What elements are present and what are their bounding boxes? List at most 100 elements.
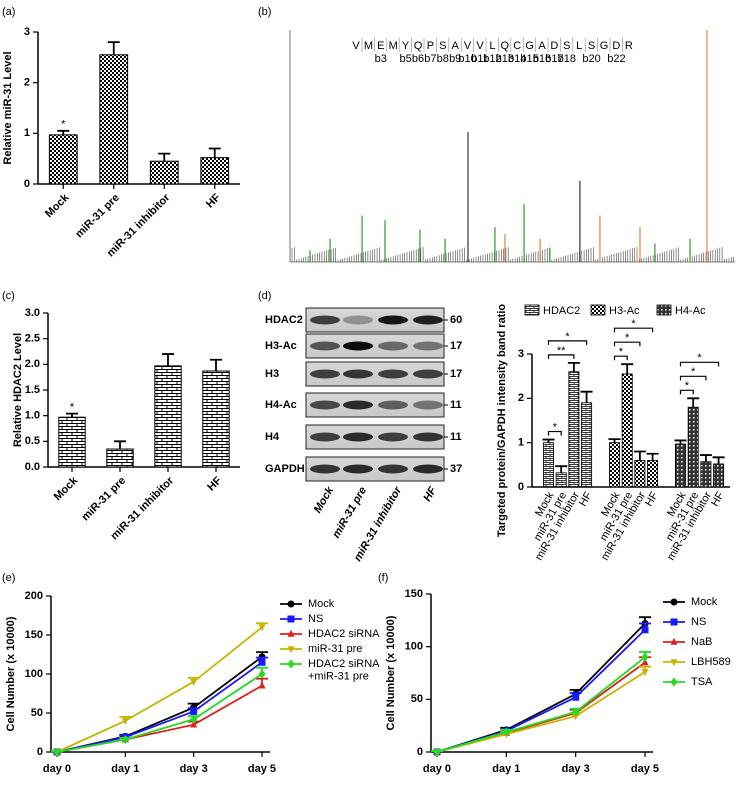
error-bar <box>674 439 687 444</box>
lane-label: miR-31 pre <box>330 485 369 540</box>
bar <box>647 459 659 488</box>
band <box>378 369 408 379</box>
residue: Q <box>414 40 423 52</box>
panel-label: (d) <box>258 290 271 302</box>
legend-marker <box>670 677 678 687</box>
point <box>190 714 198 724</box>
significance-mark: * <box>697 352 702 364</box>
bar <box>202 370 230 468</box>
band <box>343 315 373 325</box>
panel-label: (a) <box>2 6 15 18</box>
ion-label: b20 <box>582 53 600 65</box>
point <box>433 747 441 757</box>
bar <box>568 371 580 488</box>
ion-label: b15 <box>520 53 538 65</box>
ion-label: b5 <box>399 53 411 65</box>
residue: V <box>352 40 360 52</box>
y-tick-label: 0.0 <box>25 461 40 473</box>
legend-label: H4-Ac <box>675 305 706 317</box>
residue: Q <box>501 40 510 52</box>
y-tick-label: 2.0 <box>25 358 40 370</box>
significance-bracket <box>679 389 694 395</box>
significance-mark: * <box>625 332 630 344</box>
significance-bracket <box>547 354 575 359</box>
point <box>53 747 61 757</box>
x-tick-label: day 1 <box>492 763 520 775</box>
y-tick-label: 2 <box>24 77 30 89</box>
error-bar <box>66 412 78 418</box>
bar <box>713 463 725 488</box>
residue: S <box>563 40 570 52</box>
error-bar <box>114 440 126 450</box>
ion-label: b12 <box>483 53 501 65</box>
size-marker: 11 <box>450 431 462 443</box>
band <box>343 341 373 351</box>
point <box>258 669 266 679</box>
band <box>378 341 408 351</box>
bar <box>543 442 554 488</box>
legend-label: miR-31 pre <box>308 643 362 655</box>
residue: M <box>364 40 373 52</box>
y-axis-label: Targeted protein/GAPDH intensity band ra… <box>496 304 508 538</box>
legend-marker <box>670 618 678 626</box>
band <box>310 341 340 351</box>
bar <box>48 134 78 185</box>
residue: S <box>588 40 595 52</box>
x-tick-label: day 5 <box>248 763 276 775</box>
y-tick-label: 2.5 <box>25 333 40 345</box>
significance-mark: * <box>619 346 624 358</box>
bar <box>555 472 567 488</box>
bar <box>634 459 646 488</box>
series-line <box>56 626 263 753</box>
y-tick-label: 50 <box>31 707 43 719</box>
band <box>310 464 340 474</box>
x-tick-label: miR-31 pre <box>73 192 122 241</box>
row-label: H4-Ac <box>265 399 297 411</box>
ion-label: b9 <box>449 53 461 65</box>
series-line <box>436 656 646 753</box>
significance-bracket <box>613 341 641 347</box>
row-label: H3 <box>265 368 279 380</box>
legend-label: H3-Ac <box>609 305 640 317</box>
ion-label: b7 <box>424 53 436 65</box>
x-tick-label: HF <box>205 474 224 493</box>
ion-label: b14 <box>508 53 526 65</box>
legend-label: HDAC2 <box>543 305 580 317</box>
point <box>641 652 649 662</box>
size-marker: 60 <box>450 314 462 326</box>
band <box>310 315 340 325</box>
residue: G <box>600 40 609 52</box>
row-label: H4 <box>265 431 280 443</box>
y-tick-label: 100 <box>25 668 43 680</box>
point <box>121 718 129 725</box>
legend-marker <box>287 646 295 654</box>
error-bar <box>699 454 712 462</box>
point <box>190 707 198 715</box>
error-bar <box>542 438 555 443</box>
residue: M <box>389 40 398 52</box>
x-tick-label: day 1 <box>111 763 139 775</box>
significance-bracket <box>613 355 628 361</box>
band <box>413 315 443 325</box>
band <box>310 400 340 410</box>
row-label: HDAC2 <box>265 314 303 326</box>
x-tick-label: miR-31 pre <box>79 475 128 524</box>
band <box>343 400 373 410</box>
band <box>343 464 373 474</box>
residue: D <box>550 40 558 52</box>
legend-marker <box>670 659 678 667</box>
band <box>413 400 443 410</box>
bar <box>99 54 129 185</box>
ion-label: b3 <box>375 53 387 65</box>
legend-marker <box>670 598 678 606</box>
row-label: H3-Ac <box>265 340 297 352</box>
y-axis-label: Relative HDAC2 Level <box>12 333 24 447</box>
y-tick-label: 200 <box>25 590 43 602</box>
error-bar <box>633 450 646 461</box>
legend-marker <box>287 659 295 669</box>
bar <box>200 157 230 185</box>
ion-label: b6 <box>412 53 424 65</box>
ion-label: b10 <box>458 53 476 65</box>
error-bar <box>567 361 580 372</box>
y-tick-label: 0 <box>518 481 524 493</box>
